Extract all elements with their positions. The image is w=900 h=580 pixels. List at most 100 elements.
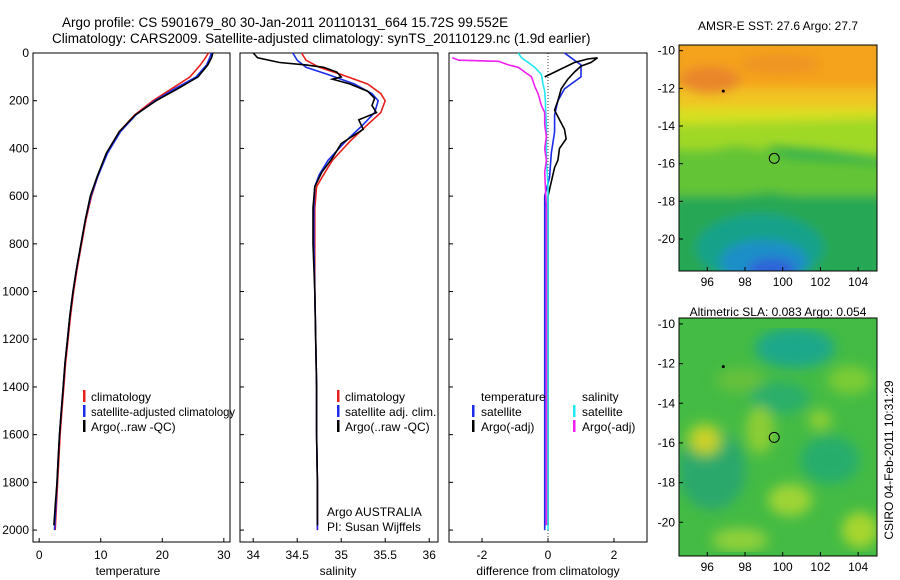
legend-swatch-argo bbox=[83, 420, 86, 432]
sst-xtick-label-3: 102 bbox=[810, 275, 830, 289]
legend-swatch-sal-satellite bbox=[337, 405, 340, 417]
sst-ytick-label-5: -20 bbox=[658, 232, 676, 246]
legend-swatch-temp-satellite bbox=[472, 405, 475, 417]
depth-tick-label-8: 1600 bbox=[2, 428, 29, 442]
sst-xtick-label-0: 96 bbox=[701, 275, 715, 289]
temperature-legend: climatology satellite-adjusted climatolo… bbox=[83, 390, 235, 434]
depth-tick-label-4: 800 bbox=[9, 237, 29, 251]
legend-label-climatology: climatology bbox=[91, 390, 151, 404]
sla-map-axes: 96 98 100 102 104 -10 -12 -14 -16 -18 -20 bbox=[658, 317, 869, 574]
sst-other-profile-dot bbox=[721, 89, 725, 93]
float-pi-note: PI: Susan Wijffels bbox=[327, 520, 421, 534]
sla-ytick-label-2: -14 bbox=[658, 396, 676, 410]
temperature-axis-label: temperature bbox=[96, 564, 161, 578]
sal-series-2 bbox=[252, 52, 378, 526]
sla-xtick-label-4: 104 bbox=[848, 560, 868, 574]
legend-title-salinity: salinity bbox=[582, 390, 619, 404]
sla-map-title: Altimetric SLA: 0.083 Argo: 0.054 bbox=[690, 305, 867, 319]
depth-axis-ticks: 0 200 400 600 800 1000 1200 1400 1600 1800 2000 bbox=[2, 46, 29, 537]
sst-ytick-label-0: -10 bbox=[658, 44, 676, 58]
legend-label-satellite-adjusted: satellite-adjusted climatology bbox=[91, 405, 235, 419]
legend-swatch-sal-climatology bbox=[337, 390, 340, 402]
legend-swatch-sal-argo-diff bbox=[573, 420, 576, 432]
difference-panel: -2 0 2 difference from climatology tempera… bbox=[448, 52, 648, 578]
sla-ytick-label-5: -20 bbox=[658, 515, 676, 529]
diff-xtick-label-0: -2 bbox=[477, 548, 488, 562]
legend-swatch-satellite-adjusted bbox=[83, 405, 86, 417]
diff-series-2 bbox=[517, 52, 549, 531]
salinity-axis-ticks: 34 34.5 35 35.5 36 bbox=[240, 52, 437, 562]
legend-swatch-climatology bbox=[83, 390, 86, 402]
sal-xtick-label-4: 36 bbox=[423, 548, 437, 562]
sst-ytick-label-1: -12 bbox=[658, 81, 676, 95]
temp-series-2 bbox=[53, 52, 214, 526]
temperature-axis-ticks: 0 10 20 30 bbox=[33, 52, 231, 562]
sla-xtick-label-2: 100 bbox=[773, 560, 793, 574]
legend-title-temperature: temperature bbox=[481, 390, 546, 404]
salinity-plot-frame bbox=[239, 52, 439, 543]
legend-label-sal-argo-diff: Argo(-adj) bbox=[582, 420, 635, 434]
temperature-series bbox=[53, 52, 214, 531]
sst-xtick-label-1: 98 bbox=[738, 275, 752, 289]
salinity-axis-label: salinity bbox=[320, 564, 357, 578]
sst-xtick-label-4: 104 bbox=[848, 275, 868, 289]
sst-ytick-label-3: -16 bbox=[658, 157, 676, 171]
difference-series bbox=[452, 52, 598, 531]
sla-xtick-label-0: 96 bbox=[701, 560, 715, 574]
temp-xtick-label-3: 30 bbox=[217, 548, 231, 562]
depth-tick-label-9: 1800 bbox=[2, 475, 29, 489]
legend-label-temp-argo: Argo(-adj) bbox=[481, 420, 534, 434]
depth-tick-label-7: 1400 bbox=[2, 380, 29, 394]
depth-tick-label-6: 1200 bbox=[2, 332, 29, 346]
sal-xtick-label-3: 35.5 bbox=[374, 548, 398, 562]
sal-xtick-label-0: 34 bbox=[247, 548, 261, 562]
diff-xtick-label-1: 0 bbox=[545, 548, 552, 562]
salinity-panel: 34 34.5 35 35.5 36 salinity climatology sate… bbox=[239, 52, 439, 578]
salinity-legend: climatology satellite adj. clim. Argo(..… bbox=[337, 390, 436, 434]
sal-xtick-label-2: 35 bbox=[335, 548, 349, 562]
sla-ytick-label-1: -12 bbox=[658, 357, 676, 371]
depth-tick-label-3: 600 bbox=[9, 189, 29, 203]
timestamp-note: CSIRO 04-Feb-2011 10:31:29 bbox=[882, 380, 896, 540]
diff-series-3 bbox=[452, 57, 548, 526]
sla-map-frame bbox=[678, 317, 878, 557]
difference-axis-ticks: -2 0 2 bbox=[449, 52, 618, 562]
depth-tick-label-1: 200 bbox=[9, 94, 29, 108]
sla-field bbox=[679, 318, 877, 556]
sst-field bbox=[679, 45, 877, 271]
temp-xtick-label-2: 20 bbox=[156, 548, 170, 562]
temp-xtick-label-0: 0 bbox=[36, 548, 43, 562]
diff-xtick-label-2: 2 bbox=[611, 548, 618, 562]
float-program-note: Argo AUSTRALIA bbox=[327, 505, 422, 519]
depth-tick-label-5: 1000 bbox=[2, 285, 29, 299]
sla-xtick-label-1: 98 bbox=[738, 560, 752, 574]
figure-title-line2: Climatology: CARS2009. Satellite-adjuste… bbox=[52, 31, 591, 46]
depth-tick-label-0: 0 bbox=[22, 46, 29, 60]
legend-label-sal-argo: Argo(..raw -QC) bbox=[345, 420, 430, 434]
legend-swatch-sal-argo bbox=[337, 420, 340, 432]
legend-label-sal-climatology: climatology bbox=[345, 390, 405, 404]
legend-label-sal-satellite: satellite adj. clim. bbox=[345, 405, 436, 419]
temperature-panel: 0 200 400 600 800 1000 1200 1400 1600 1800 2000 0 1… bbox=[2, 46, 235, 578]
sst-argo-position-marker bbox=[768, 152, 780, 164]
sla-other-profile-dot bbox=[721, 365, 725, 369]
sst-map-title: AMSR-E SST: 27.6 Argo: 27.7 bbox=[698, 19, 858, 33]
sst-ytick-label-2: -14 bbox=[658, 119, 676, 133]
salinity-series bbox=[252, 52, 387, 531]
difference-axis-label: difference from climatology bbox=[476, 564, 619, 578]
legend-label-sal-satellite-diff: satellite bbox=[582, 405, 623, 419]
figure-title-line1: Argo profile: CS 5901679_80 30-Jan-2011 … bbox=[62, 15, 508, 30]
legend-label-argo: Argo(..raw -QC) bbox=[91, 420, 176, 434]
diff-series-0 bbox=[543, 52, 582, 531]
sst-xtick-label-2: 100 bbox=[773, 275, 793, 289]
depth-tick-label-2: 400 bbox=[9, 141, 29, 155]
temp-xtick-label-1: 10 bbox=[94, 548, 108, 562]
sst-map-frame bbox=[678, 44, 878, 272]
temperature-plot-frame bbox=[32, 52, 231, 543]
sla-xtick-label-3: 102 bbox=[810, 560, 830, 574]
difference-legend: temperature satellite Argo(-adj) salinit… bbox=[472, 390, 635, 434]
sal-xtick-label-1: 34.5 bbox=[286, 548, 310, 562]
legend-label-temp-satellite: satellite bbox=[481, 405, 522, 419]
legend-swatch-temp-argo bbox=[472, 420, 475, 432]
